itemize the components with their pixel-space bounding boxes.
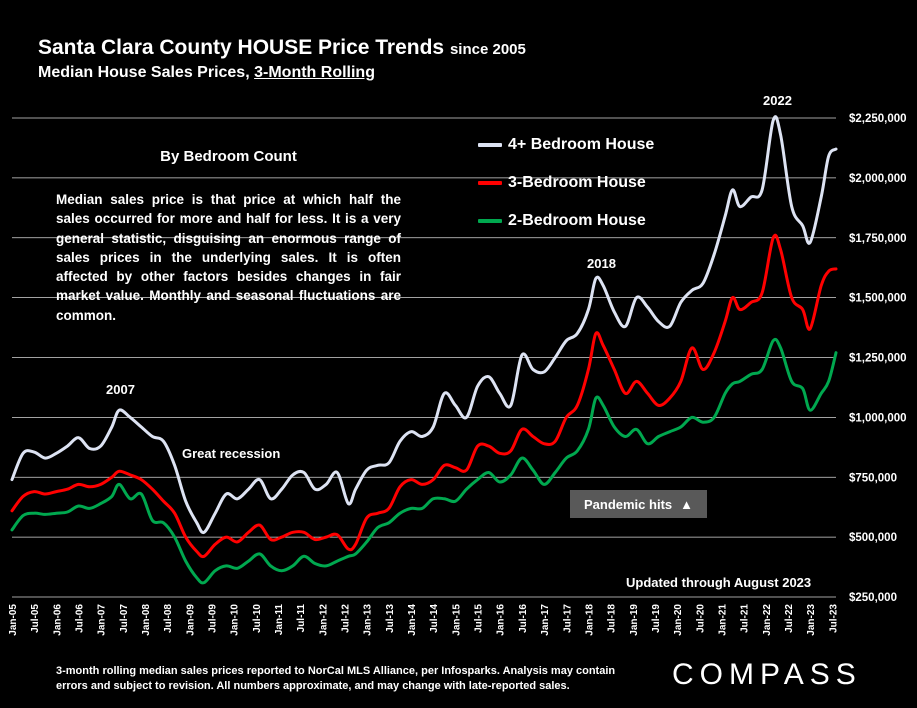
- x-tick-label: Jul-07: [119, 604, 130, 633]
- subtitle-prefix: Median House Sales Prices,: [38, 64, 250, 81]
- y-tick-label: $750,000: [849, 472, 897, 484]
- x-tick-label: Jan-16: [496, 604, 507, 636]
- y-tick-label: $1,750,000: [849, 233, 907, 245]
- series-line-2bed: [10, 337, 838, 585]
- x-tick-label: Jul-18: [607, 604, 618, 633]
- x-tick-label: Jan-22: [762, 604, 773, 636]
- y-tick-label: $500,000: [849, 532, 897, 544]
- x-tick-label: Jan-06: [52, 604, 63, 636]
- x-tick-label: Jul-09: [208, 604, 219, 633]
- x-tick-label: Jan-20: [673, 604, 684, 636]
- x-tick-label: Jan-07: [97, 604, 108, 636]
- x-tick-label: Jan-23: [806, 604, 817, 636]
- updated-note: Updated through August 2023: [626, 575, 812, 590]
- x-tick-label: Jan-17: [540, 604, 551, 636]
- x-tick-label: Jan-10: [230, 604, 241, 636]
- y-tick-label: $1,250,000: [849, 353, 907, 365]
- x-tick-label: Jan-13: [363, 604, 374, 636]
- x-tick-label: Jan-11: [274, 604, 285, 636]
- compass-logo: COMPASS: [672, 658, 862, 691]
- annotation-2022: 2022: [763, 93, 792, 108]
- x-tick-label: Jul-15: [474, 604, 485, 633]
- x-tick-label: Jan-12: [318, 604, 329, 636]
- annotation-2007: 2007: [106, 382, 135, 397]
- x-tick-label: Jul-19: [651, 604, 662, 633]
- series-line-4bed: [10, 115, 838, 535]
- x-axis-ticks: Jan-05 Jul-05 Jan-06 Jul-06 Jan-07 Jul-07 Jan-…: [8, 604, 839, 636]
- x-tick-label: Jul-16: [518, 604, 529, 633]
- legend-label-4bed: 4+ Bedroom House: [508, 136, 655, 153]
- y-tick-label: $1,500,000: [849, 293, 907, 305]
- x-tick-label: Jan-18: [584, 604, 595, 636]
- chart-title-since: since 2005: [449, 41, 526, 58]
- series-line-3bed: [10, 233, 838, 559]
- x-tick-label: Jan-09: [185, 604, 196, 636]
- pandemic-callout: Pandemic hits ▲: [570, 490, 707, 518]
- chart-subtitle: Median House Sales Prices, 3-Month Rolli…: [38, 64, 375, 82]
- x-tick-label: Jan-08: [141, 604, 152, 636]
- pandemic-label: Pandemic hits: [583, 496, 673, 512]
- up-triangle-icon: ▲: [680, 496, 693, 512]
- legend-label-2bed: 2-Bedroom House: [508, 212, 646, 229]
- x-tick-label: Jul-21: [740, 604, 751, 633]
- x-tick-label: Jan-21: [717, 604, 728, 636]
- chart-title: Santa Clara County HOUSE Price Trends si…: [38, 36, 526, 60]
- y-tick-label: $1,000,000: [849, 412, 907, 424]
- y-axis-ticks: $250,000 $500,000 $750,000 $1,000,000 $1,250…: [849, 113, 907, 604]
- textbox-heading: By Bedroom Count: [160, 148, 297, 165]
- x-tick-label: Jul-08: [163, 604, 174, 633]
- x-tick-label: Jul-12: [341, 604, 352, 633]
- legend-label-3bed: 3-Bedroom House: [508, 174, 646, 191]
- x-tick-label: Jul-13: [385, 604, 396, 633]
- series-lines: [10, 115, 838, 585]
- footnote: 3-month rolling median sales prices repo…: [56, 665, 616, 692]
- legend-item-3bed: 3-Bedroom House: [478, 164, 654, 202]
- y-tick-label: $2,000,000: [849, 173, 907, 185]
- legend: 4+ Bedroom House 3-Bedroom House 2-Bedro…: [478, 126, 654, 240]
- x-tick-label: Jan-05: [8, 604, 19, 636]
- gridlines: [12, 117, 836, 598]
- y-tick-label: $2,250,000: [849, 113, 907, 125]
- x-tick-label: Jul-14: [429, 604, 440, 633]
- y-tick-label: $250,000: [849, 592, 897, 604]
- legend-swatch-2bed: [478, 219, 502, 223]
- x-tick-label: Jul-20: [695, 604, 706, 633]
- legend-item-4bed: 4+ Bedroom House: [478, 126, 654, 164]
- x-tick-label: Jan-14: [407, 604, 418, 636]
- legend-swatch-3bed: [478, 181, 502, 185]
- legend-swatch-4bed: [478, 143, 502, 147]
- x-tick-label: Jul-06: [75, 604, 86, 633]
- x-tick-label: Jul-23: [828, 604, 839, 633]
- x-tick-label: Jul-05: [30, 604, 41, 633]
- x-tick-label: Jul-10: [252, 604, 263, 633]
- x-tick-label: Jul-22: [784, 604, 795, 633]
- chart-title-main: Santa Clara County HOUSE Price Trends: [38, 36, 445, 59]
- x-tick-label: Jan-19: [629, 604, 640, 636]
- annotation-2018: 2018: [587, 256, 616, 271]
- textbox-body: Median sales price is that price at whic…: [56, 192, 401, 323]
- x-tick-label: Jul-11: [296, 604, 307, 633]
- annotation-great-recession: Great recession: [182, 446, 281, 461]
- legend-item-2bed: 2-Bedroom House: [478, 202, 654, 240]
- x-tick-label: Jan-15: [451, 604, 462, 636]
- x-tick-label: Jul-17: [562, 604, 573, 633]
- subtitle-underlined: 3-Month Rolling: [254, 64, 375, 81]
